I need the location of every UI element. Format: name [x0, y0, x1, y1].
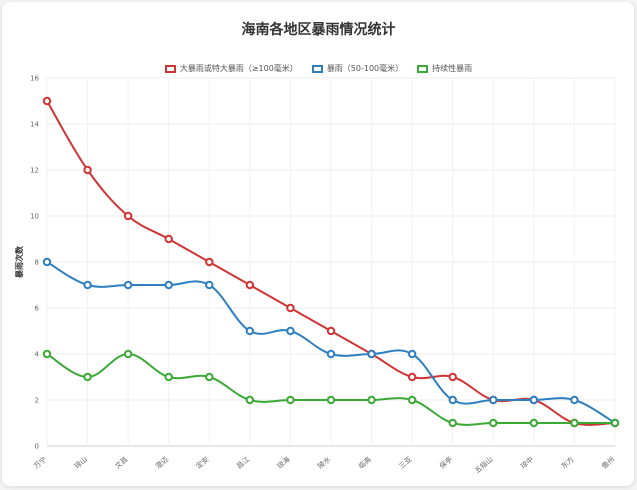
data-point-series-2[interactable]	[83, 280, 92, 290]
y-axis-label: 暴雨次数	[14, 245, 24, 279]
data-point-series-3[interactable]	[205, 372, 214, 382]
data-point-series-2[interactable]	[205, 280, 214, 290]
x-tick-label: 东方	[559, 455, 576, 471]
data-point-series-3[interactable]	[42, 349, 52, 359]
x-tick-label: 琼山	[72, 455, 89, 471]
legend-label-series-1: 大暴雨或特大暴雨（≥100毫米）	[179, 64, 298, 73]
data-point-series-3[interactable]	[123, 349, 133, 359]
grid	[46, 77, 616, 447]
x-tick-label: 澄迈	[153, 455, 170, 471]
x-tick-label: 保亭	[437, 455, 454, 471]
data-point-series-1[interactable]	[407, 372, 417, 382]
y-tick-label: 4	[35, 351, 40, 359]
y-tick-label: 16	[30, 75, 39, 83]
data-point-series-3[interactable]	[448, 418, 457, 428]
data-point-series-3[interactable]	[83, 372, 92, 382]
data-point-series-2[interactable]	[164, 280, 173, 290]
y-tick-label: 0	[35, 443, 39, 451]
data-point-series-2[interactable]	[326, 349, 336, 359]
data-point-series-2[interactable]	[42, 257, 52, 267]
data-point-series-3[interactable]	[367, 395, 376, 405]
legend-label-series-3: 持续性暴雨	[432, 64, 473, 73]
legend-item-series-2[interactable]: 暴雨（50-100毫米）	[311, 63, 404, 74]
x-tick-label: 万宁	[32, 455, 49, 471]
data-point-series-3[interactable]	[529, 418, 539, 428]
legend-swatch-series-1	[164, 64, 176, 73]
data-point-series-3[interactable]	[164, 372, 173, 382]
y-tick-label: 8	[35, 259, 39, 267]
data-point-series-3[interactable]	[286, 395, 295, 405]
y-tick-label: 10	[30, 213, 39, 221]
data-point-series-1[interactable]	[448, 372, 457, 382]
legend-swatch-series-2	[311, 64, 323, 73]
legend-item-series-3[interactable]: 持续性暴雨	[417, 63, 472, 74]
data-point-series-3[interactable]	[570, 418, 579, 428]
x-tick-label: 昌江	[235, 455, 251, 470]
data-point-series-1[interactable]	[326, 326, 336, 336]
y-axis-ticks: 0 2 4 6 8 10 12 14 16	[30, 75, 39, 451]
data-point-series-1[interactable]	[286, 303, 295, 313]
data-point-series-3[interactable]	[407, 395, 417, 405]
x-tick-label: 临高	[356, 455, 373, 471]
x-tick-label: 琼海	[275, 455, 292, 471]
data-point-series-2[interactable]	[570, 395, 579, 405]
data-point-series-2[interactable]	[286, 326, 295, 336]
x-tick-label: 文昌	[113, 455, 130, 471]
x-tick-label: 三亚	[398, 455, 414, 470]
y-tick-label: 6	[35, 305, 40, 313]
data-point-series-2[interactable]	[123, 280, 133, 290]
x-tick-label: 儋州	[600, 455, 617, 471]
legend-label-series-2: 暴雨（50-100毫米）	[326, 64, 404, 73]
x-tick-label: 定安	[194, 455, 211, 471]
data-point-series-2[interactable]	[448, 395, 457, 405]
data-point-series-3[interactable]	[489, 418, 498, 428]
data-point-series-1[interactable]	[42, 96, 52, 106]
data-point-series-3[interactable]	[326, 395, 336, 405]
data-point-series-1[interactable]	[164, 234, 173, 244]
x-tick-label: 陵水	[316, 455, 333, 471]
y-tick-label: 14	[30, 121, 39, 129]
data-point-series-3[interactable]	[610, 418, 620, 428]
x-tick-label: 琼中	[519, 455, 536, 471]
data-point-series-2[interactable]	[489, 395, 498, 405]
x-axis-ticks: 万宁 琼山 文昌 澄迈 定安 昌江 琼海 陵水 临高 三亚 保亭 五指山 琼中 东方 儋州	[32, 455, 617, 475]
data-point-series-2[interactable]	[407, 349, 417, 359]
data-point-series-1[interactable]	[123, 211, 133, 221]
legend-swatch-series-3	[417, 64, 429, 73]
y-tick-label: 2	[35, 397, 39, 405]
legend: 大暴雨或特大暴雨（≥100毫米） 暴雨（50-100毫米） 持续性暴雨	[0, 63, 637, 74]
data-point-series-2[interactable]	[367, 349, 376, 359]
legend-item-series-1[interactable]: 大暴雨或特大暴雨（≥100毫米）	[164, 63, 298, 74]
data-point-series-2[interactable]	[529, 395, 539, 405]
data-point-series-1[interactable]	[245, 280, 255, 290]
data-point-series-2[interactable]	[245, 326, 255, 336]
x-tick-label: 五指山	[473, 455, 495, 475]
data-point-series-1[interactable]	[83, 165, 92, 175]
series-group	[42, 96, 620, 428]
data-point-series-3[interactable]	[245, 395, 255, 405]
y-tick-label: 12	[30, 167, 39, 175]
chart-title: 海南各地区暴雨情况统计	[241, 22, 396, 38]
data-point-series-1[interactable]	[205, 257, 214, 267]
